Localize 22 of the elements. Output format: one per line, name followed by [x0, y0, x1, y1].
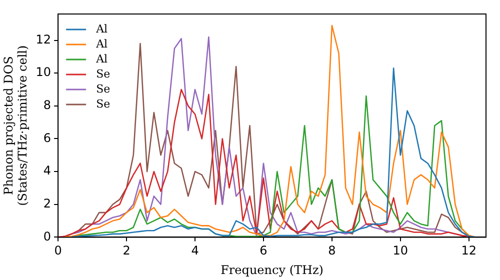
y-tick-label: 12 [36, 32, 52, 46]
y-tick-label: 10 [36, 65, 52, 80]
x-tick-label: 6 [260, 244, 268, 258]
x-tick-label: 12 [461, 244, 477, 258]
x-tick-label: 2 [122, 244, 130, 258]
x-tick-label: 0 [54, 244, 62, 258]
legend-label: Al [95, 52, 108, 66]
x-tick-label: 4 [191, 244, 199, 258]
y-tick-label: 4 [43, 164, 52, 178]
y-tick-label: 8 [43, 98, 52, 112]
y-axis-title: Phonon projected DOS (States/THz·primitive cell) [1, 45, 30, 206]
x-axis-title: Frequency (THz) [220, 262, 324, 277]
y-tick-label: 6 [43, 130, 52, 145]
x-tick-label: 10 [392, 244, 408, 258]
x-tick-label: 8 [328, 244, 336, 258]
y-tick-label: 0 [43, 229, 52, 244]
legend-label: Al [95, 37, 108, 50]
y-tick-label: 2 [43, 196, 52, 210]
legend-label: Se [96, 82, 110, 96]
legend-label: Se [96, 67, 110, 80]
legend-label: Al [95, 22, 108, 36]
legend-label: Se [96, 97, 110, 110]
